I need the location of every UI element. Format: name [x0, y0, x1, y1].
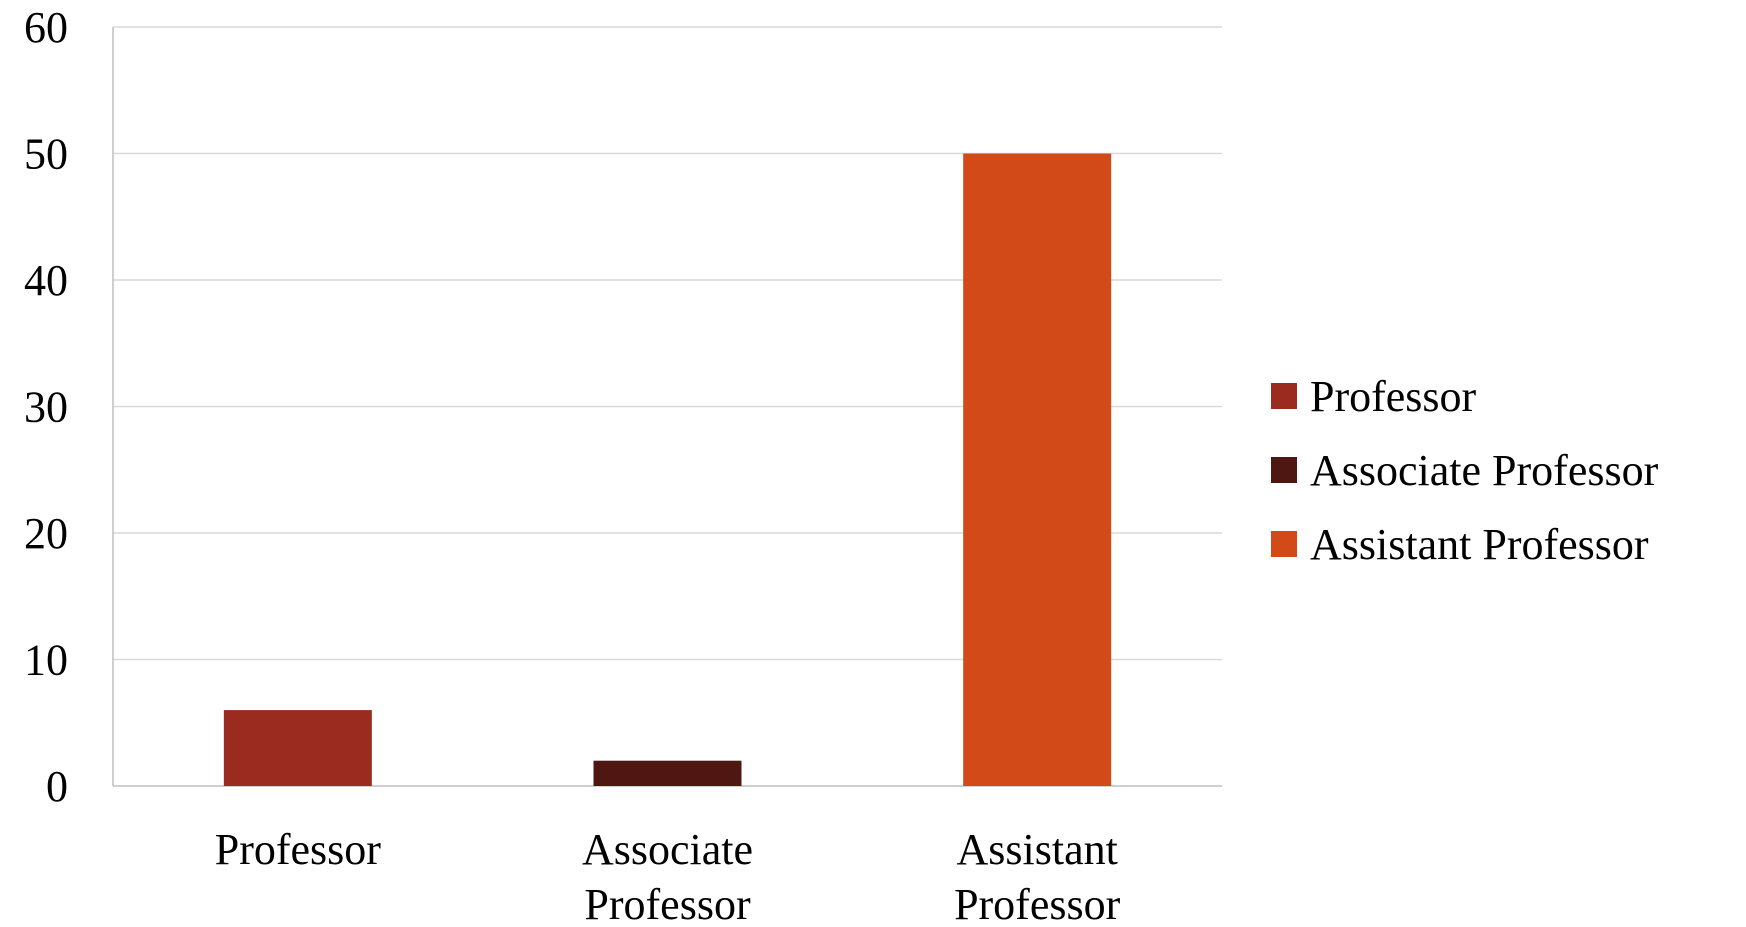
legend-label: Assistant Professor: [1310, 520, 1649, 569]
legend: Professor Associate Professor Assistant Pr…: [1271, 372, 1659, 569]
y-tick-label: 30: [24, 383, 68, 432]
legend-label: Associate Professor: [1310, 446, 1659, 495]
y-tick-label: 20: [24, 509, 68, 558]
y-tick-label: 10: [24, 636, 68, 685]
y-tick-labels: 0 10 20 30 40 50 60: [24, 3, 68, 811]
x-category-label: Assistant Professor: [954, 825, 1121, 927]
bar-professor: [223, 710, 372, 786]
x-category-label: Professor: [215, 825, 382, 874]
bars: [223, 153, 1112, 786]
legend-item: Assistant Professor: [1271, 520, 1649, 569]
legend-item: Associate Professor: [1271, 446, 1659, 495]
legend-swatch: [1271, 383, 1297, 409]
bar-associate-professor: [593, 760, 742, 786]
x-category-labels: Professor Associate Professor Assistant Prof…: [215, 825, 1121, 927]
legend-item: Professor: [1271, 372, 1477, 421]
y-tick-label: 50: [24, 130, 68, 179]
y-tick-label: 40: [24, 256, 68, 305]
y-tick-label: 0: [46, 762, 68, 811]
legend-swatch: [1271, 531, 1297, 557]
legend-label: Professor: [1310, 372, 1477, 421]
y-tick-label: 60: [24, 3, 68, 52]
x-category-label: Associate Professor: [582, 825, 753, 927]
legend-swatch: [1271, 457, 1297, 483]
bar-assistant-professor: [963, 153, 1112, 786]
